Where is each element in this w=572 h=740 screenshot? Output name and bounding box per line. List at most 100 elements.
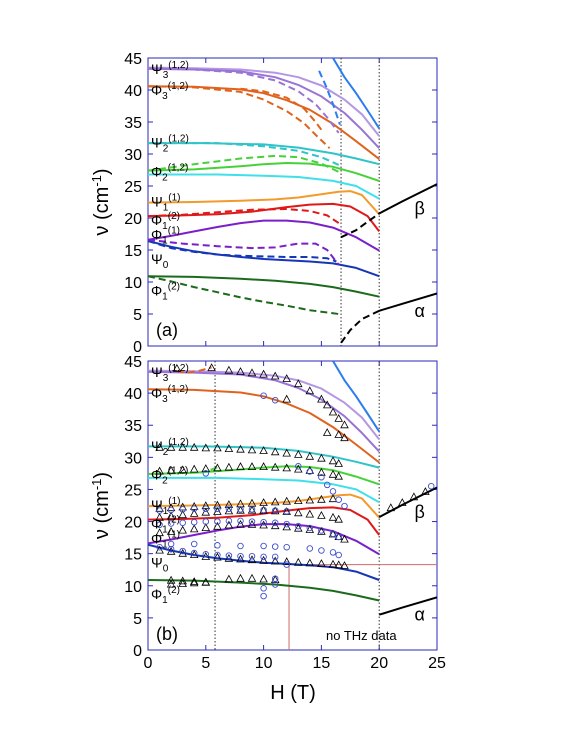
series-line xyxy=(148,202,380,233)
data-point-triangle xyxy=(270,497,280,506)
data-point-circle xyxy=(295,522,302,530)
data-point-triangle xyxy=(236,573,245,582)
data-point-triangle xyxy=(334,413,343,422)
mode-label: Φ2(1,2) xyxy=(151,162,188,183)
data-point-triangle xyxy=(201,443,211,452)
data-point-circle xyxy=(260,592,267,600)
x-tick-label: 5 xyxy=(201,655,210,672)
branch-label: β xyxy=(414,198,424,218)
branch-label: α xyxy=(414,605,424,625)
data-point-triangle xyxy=(201,507,211,516)
mode-label: Ψ0 xyxy=(151,251,169,271)
data-point-triangle xyxy=(178,510,187,519)
data-point-triangle xyxy=(224,462,234,471)
y-tick-label: 25 xyxy=(124,482,142,499)
mode-label: Φ1(2) xyxy=(151,281,180,302)
data-point-triangle xyxy=(155,512,164,521)
data-point-triangle xyxy=(166,511,176,520)
data-point-triangle xyxy=(189,464,199,473)
data-point-triangle xyxy=(155,442,164,451)
data-point-circle xyxy=(335,551,342,559)
series-line xyxy=(148,85,380,160)
series-line-dashed xyxy=(340,212,380,239)
data-point-triangle xyxy=(328,559,338,568)
data-point-triangle xyxy=(224,500,234,508)
data-point-triangle xyxy=(328,407,338,416)
y-tick-label: 5 xyxy=(133,307,142,324)
data-point-circle xyxy=(271,507,279,514)
data-point-circle xyxy=(271,396,279,404)
data-point-circle xyxy=(329,488,337,495)
y-tick-label: 15 xyxy=(124,547,142,564)
y-tick-label: 20 xyxy=(124,515,142,532)
data-point-triangle xyxy=(178,442,187,451)
data-point-triangle xyxy=(294,496,303,505)
series-line xyxy=(148,523,380,556)
y-tick-label: 30 xyxy=(124,450,142,467)
data-point-circle xyxy=(329,549,337,556)
data-point-triangle xyxy=(259,446,268,454)
data-point-triangle xyxy=(305,558,315,567)
data-point-triangle xyxy=(166,579,176,588)
data-point-triangle xyxy=(247,555,257,564)
data-point-circle xyxy=(260,392,267,399)
data-point-triangle xyxy=(328,456,338,465)
data-point-triangle xyxy=(247,462,257,471)
data-point-triangle xyxy=(340,433,349,442)
data-point-triangle xyxy=(282,394,291,403)
data-point-triangle xyxy=(270,575,280,583)
data-point-triangle xyxy=(189,524,199,533)
data-point-circle xyxy=(248,552,256,560)
x-tick-label: 15 xyxy=(313,655,331,672)
data-point-triangle xyxy=(282,448,291,457)
data-point-triangle xyxy=(305,451,315,460)
data-point-circle xyxy=(318,473,325,481)
data-point-circle xyxy=(260,506,267,514)
y-tick-label: 40 xyxy=(124,386,142,403)
data-point-triangle xyxy=(166,442,176,451)
data-point-circle xyxy=(190,540,198,548)
mode-label: Ψ2(1,2) xyxy=(151,133,189,154)
data-point-triangle xyxy=(201,501,211,510)
data-point-circle xyxy=(190,505,198,512)
data-point-triangle xyxy=(270,447,280,456)
series-line-dashed xyxy=(148,238,340,266)
data-point-circle xyxy=(167,540,175,548)
series-line xyxy=(148,493,380,519)
series-line-dashed xyxy=(148,275,339,315)
data-point-circle xyxy=(335,496,342,503)
y-axis-label: ν (cm-1) xyxy=(89,472,113,539)
data-point-circle xyxy=(271,543,279,550)
series-line xyxy=(148,579,380,602)
series-line-dashed xyxy=(176,366,212,374)
data-point-circle xyxy=(190,518,198,526)
data-point-triangle xyxy=(282,374,291,383)
data-point-triangle xyxy=(317,510,326,519)
y-tick-label: 35 xyxy=(124,115,142,132)
mode-label: Φ1(2) xyxy=(151,585,180,606)
mode-label: Φ2(1,2) xyxy=(151,466,188,487)
data-point-triangle xyxy=(247,368,257,377)
data-point-triangle xyxy=(282,463,291,472)
series-line-dashed xyxy=(148,208,340,224)
series-line xyxy=(378,596,437,616)
y-tick-label: 40 xyxy=(124,83,142,100)
data-point-triangle xyxy=(398,498,407,506)
data-point-triangle xyxy=(322,400,332,409)
data-point-circle xyxy=(260,585,267,592)
mode-label: Φ3(1,2) xyxy=(151,384,188,405)
data-point-triangle xyxy=(305,386,315,395)
data-point-triangle xyxy=(224,365,234,374)
data-point-circle xyxy=(260,518,267,526)
data-point-triangle xyxy=(236,519,245,528)
data-point-triangle xyxy=(305,495,315,504)
mode-label: Ψ1(1) xyxy=(151,192,181,213)
data-point-triangle xyxy=(259,574,268,583)
data-point-circle xyxy=(335,533,342,541)
data-point-triangle xyxy=(213,521,222,530)
data-point-triangle xyxy=(178,579,187,587)
data-point-triangle xyxy=(334,514,343,523)
data-point-circle xyxy=(283,561,290,568)
data-point-triangle xyxy=(317,559,326,567)
data-point-triangle xyxy=(334,458,343,467)
